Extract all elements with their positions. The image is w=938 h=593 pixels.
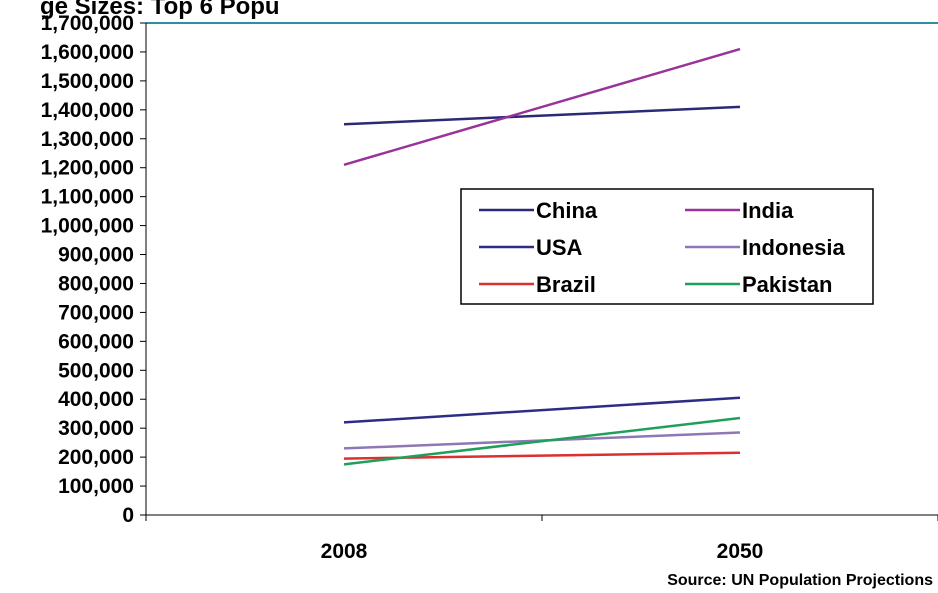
series-line-pakistan — [343, 416, 741, 466]
y-tick-label: 500,000 — [58, 359, 134, 382]
y-tick-label: 0 — [122, 504, 134, 527]
legend-label: Pakistan — [742, 272, 833, 297]
legend-label: USA — [536, 235, 583, 260]
y-tick-label: 1,600,000 — [41, 41, 134, 64]
legend-label: Indonesia — [742, 235, 845, 260]
legend-label: China — [536, 198, 598, 223]
y-axis-ticks: 0 100,000 200,000 300,000 400,000 500,000 600,… — [41, 12, 146, 527]
legend-label: Brazil — [536, 272, 596, 297]
series-lines — [343, 47, 741, 466]
series-line-usa — [343, 396, 741, 424]
y-tick-label: 1,000,000 — [41, 215, 134, 238]
y-tick-label: 100,000 — [58, 475, 134, 498]
y-tick-label: 700,000 — [58, 301, 134, 324]
y-tick-label: 600,000 — [58, 330, 134, 353]
legend: China India USA Indonesia Brazil Pakistan — [460, 188, 874, 305]
x-tick-label: 2008 — [321, 540, 368, 563]
series-line-india — [343, 47, 741, 167]
series-line-china — [343, 105, 741, 126]
y-tick-label: 200,000 — [58, 446, 134, 469]
y-tick-label: 1,700,000 — [41, 12, 134, 35]
y-tick-label: 400,000 — [58, 388, 134, 411]
y-tick-label: 1,100,000 — [41, 186, 134, 209]
source-label: Source: UN Population Projections — [667, 572, 933, 589]
y-tick-label: 1,200,000 — [41, 157, 134, 180]
y-tick-label: 900,000 — [58, 244, 134, 267]
legend-label: India — [742, 198, 794, 223]
chart-title: ge Sizes: Top 6 Popu — [40, 0, 280, 20]
y-tick-label: 1,400,000 — [41, 99, 134, 122]
x-axis-ticks: 2008 2050 — [145, 515, 938, 563]
y-tick-label: 1,300,000 — [41, 128, 134, 151]
y-tick-label: 800,000 — [58, 272, 134, 295]
y-tick-label: 300,000 — [58, 417, 134, 440]
x-tick-label: 2050 — [717, 540, 764, 563]
y-tick-label: 1,500,000 — [41, 70, 134, 93]
